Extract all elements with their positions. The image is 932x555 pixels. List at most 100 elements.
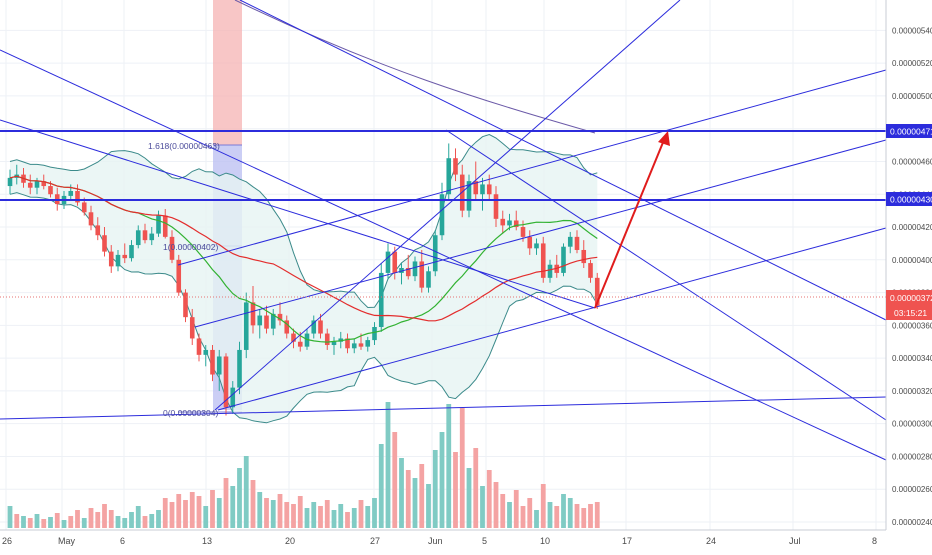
- volume-bar: [331, 510, 337, 528]
- candle: [277, 302, 283, 326]
- volume-bar: [439, 432, 445, 528]
- candle-body: [257, 315, 263, 326]
- volume-bar: [567, 498, 573, 528]
- x-tick-label: 27: [370, 536, 380, 546]
- candle-body: [574, 236, 580, 250]
- candle: [284, 315, 290, 339]
- candle: [237, 341, 242, 395]
- y-tick-label: 0.00000420: [892, 223, 932, 232]
- candle: [493, 186, 499, 228]
- candle: [115, 249, 121, 272]
- candle-body: [358, 343, 364, 347]
- volume-bar: [230, 486, 236, 528]
- candle: [561, 243, 566, 277]
- x-tick-label: 13: [202, 536, 212, 546]
- candle: [230, 381, 236, 414]
- candle-body: [534, 243, 539, 249]
- candle-body: [81, 202, 87, 213]
- candle: [162, 209, 168, 239]
- candle-body: [466, 181, 472, 211]
- candle: [142, 223, 148, 244]
- candle: [345, 333, 350, 354]
- volume-bar: [554, 506, 560, 528]
- candle: [351, 338, 357, 354]
- candle-body: [581, 249, 587, 264]
- fib-1618-label: 1.618(0.00000463): [148, 141, 220, 151]
- candle-body: [594, 277, 600, 306]
- candle: [453, 148, 458, 182]
- volume-bar: [426, 484, 431, 528]
- countdown-text: 03:15:21: [894, 308, 927, 318]
- volume-bar: [588, 504, 593, 528]
- volume-bar: [480, 486, 485, 528]
- x-tick-label: Jun: [428, 536, 443, 546]
- candle-body: [27, 182, 33, 188]
- candle: [270, 308, 276, 336]
- candle: [243, 292, 249, 359]
- volume-bar: [34, 514, 40, 528]
- candle-body: [243, 302, 249, 350]
- candle: [473, 161, 479, 201]
- volume-bar: [399, 458, 404, 528]
- candle-body: [129, 245, 134, 259]
- volume-bar: [108, 510, 114, 528]
- volume-bar: [547, 502, 553, 528]
- volume-bar: [102, 504, 107, 528]
- y-tick-label: 0.00000520: [892, 59, 932, 68]
- volume-bar: [365, 506, 371, 528]
- volume-bar: [264, 498, 269, 528]
- candle: [129, 240, 134, 262]
- volume-bar: [466, 468, 472, 528]
- candle: [250, 286, 256, 334]
- candle-body: [385, 251, 391, 273]
- volume-bar: [243, 456, 249, 528]
- candle: [399, 263, 404, 285]
- candle-body: [331, 341, 337, 346]
- candle: [122, 243, 128, 264]
- candle: [169, 230, 175, 264]
- candle: [466, 174, 472, 218]
- descending-line-left: [0, 119, 596, 309]
- volume-bar: [223, 478, 229, 528]
- volume-bar: [412, 478, 418, 528]
- candle-body: [351, 343, 357, 349]
- candle-body: [527, 236, 533, 249]
- volume-bar: [115, 516, 121, 528]
- candle: [405, 254, 411, 280]
- volume-bar: [486, 470, 492, 528]
- volume-bar: [169, 502, 175, 528]
- volume-bar: [95, 512, 101, 528]
- last-price-text: 0.00000372: [890, 293, 932, 303]
- volume-bar: [270, 500, 276, 528]
- candle-body: [486, 184, 492, 195]
- price-axis-panel: [886, 0, 932, 530]
- candle: [311, 315, 317, 339]
- candle-body: [480, 184, 485, 195]
- candle-body: [372, 326, 377, 341]
- volume-bar: [284, 502, 290, 528]
- candle: [216, 349, 222, 391]
- descending-line-upper: [239, 0, 887, 321]
- level-mid-label-text: 0.00000430: [890, 195, 932, 205]
- candle-body: [561, 246, 566, 273]
- volume-bar: [68, 516, 74, 528]
- candle-body: [446, 158, 452, 195]
- y-tick-label: 0.00000360: [892, 321, 932, 330]
- candle-body: [115, 254, 121, 267]
- volume-bar: [210, 490, 215, 528]
- candle: [291, 328, 296, 349]
- projection-arrow-shaft: [594, 139, 665, 309]
- volume-bar: [61, 520, 67, 528]
- fib-0-label: 0(0.00000304): [163, 408, 218, 418]
- volume-bar: [540, 484, 546, 528]
- x-tick-label: May: [58, 536, 76, 546]
- volume-bar: [41, 519, 47, 528]
- candle-body: [75, 190, 80, 203]
- candle-body: [270, 313, 276, 329]
- volume-bar: [142, 516, 148, 528]
- volume-bar: [216, 498, 222, 528]
- candle: [513, 210, 519, 231]
- x-tick-label: 26: [2, 536, 12, 546]
- candle-body: [7, 177, 13, 187]
